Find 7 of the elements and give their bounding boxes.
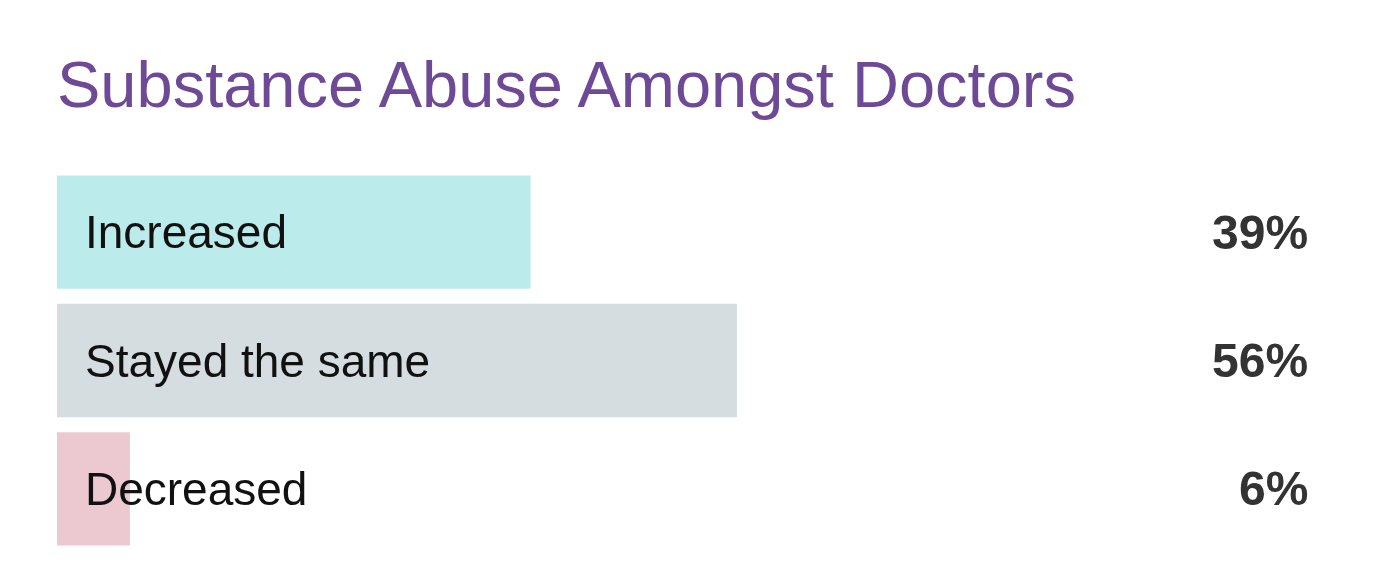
y-tick-label: Stayed the same: [85, 334, 431, 387]
data-label: 6%: [1239, 462, 1309, 515]
data-label: 56%: [1212, 334, 1309, 387]
y-tick-label: Decreased: [85, 462, 308, 515]
y-tick-label: Increased: [85, 206, 288, 259]
chart-title: Substance Abuse Amongst Doctors: [57, 47, 1076, 121]
data-label: 39%: [1212, 206, 1309, 259]
